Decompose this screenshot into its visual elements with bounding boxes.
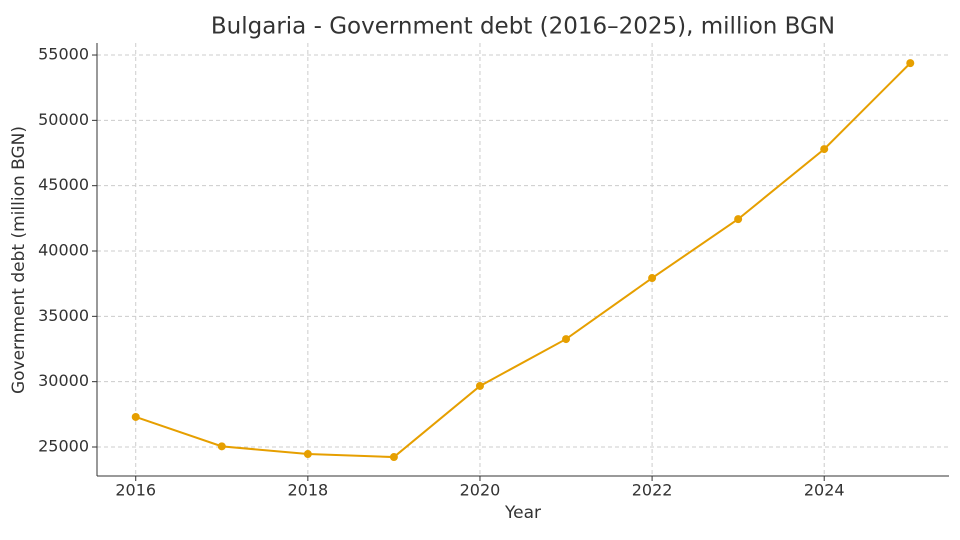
y-tick-label: 55000 xyxy=(38,45,89,64)
data-point xyxy=(217,442,226,451)
y-tick-label: 25000 xyxy=(38,436,89,455)
x-tick-label: 2020 xyxy=(460,481,501,500)
y-tick-label: 35000 xyxy=(38,306,89,325)
data-point xyxy=(820,145,829,154)
x-axis-label: Year xyxy=(504,503,541,523)
y-tick-label: 30000 xyxy=(38,371,89,390)
data-point xyxy=(906,59,915,68)
x-tick-label: 2018 xyxy=(287,481,328,500)
data-point xyxy=(303,450,312,459)
data-point xyxy=(475,381,484,390)
x-tick-label: 2016 xyxy=(115,481,156,500)
data-point xyxy=(131,412,140,421)
line-series xyxy=(135,62,911,459)
data-point xyxy=(734,215,743,224)
y-tick-label: 45000 xyxy=(38,175,89,194)
data-point xyxy=(389,453,398,462)
y-tick-label: 50000 xyxy=(38,110,89,129)
y-tick-label: 40000 xyxy=(38,241,89,260)
data-point xyxy=(648,274,657,283)
x-tick-label: 2022 xyxy=(632,481,673,500)
y-axis-label: Government debt (million BGN) xyxy=(9,126,29,394)
data-point xyxy=(562,335,571,344)
chart-title: Bulgaria - Government debt (2016–2025), … xyxy=(211,14,835,40)
x-tick-label: 2024 xyxy=(804,481,845,500)
